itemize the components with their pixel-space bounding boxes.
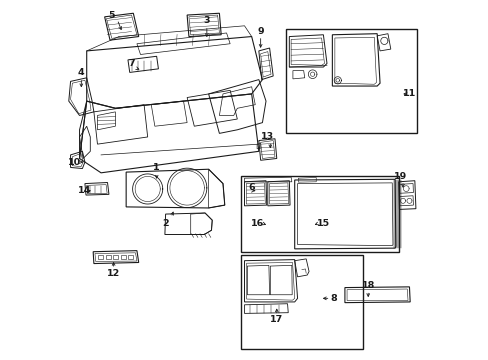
Text: 11: 11 (402, 89, 415, 98)
Polygon shape (126, 169, 224, 208)
Bar (113, 255, 118, 259)
Text: 17: 17 (269, 315, 283, 324)
Text: 4: 4 (78, 68, 84, 77)
Text: 12: 12 (107, 269, 120, 278)
Text: 1: 1 (153, 163, 160, 172)
Text: 10: 10 (67, 158, 81, 167)
Text: 14: 14 (78, 186, 91, 195)
Text: 8: 8 (330, 294, 337, 303)
Bar (98, 255, 103, 259)
Text: 16: 16 (250, 219, 263, 228)
Text: 19: 19 (393, 172, 407, 181)
Text: 18: 18 (361, 281, 374, 290)
Bar (128, 255, 133, 259)
Bar (241, 176, 398, 252)
Text: 9: 9 (257, 27, 264, 36)
Bar (121, 255, 125, 259)
Text: 7: 7 (128, 59, 135, 68)
Bar (241, 255, 362, 348)
Text: 3: 3 (203, 16, 210, 25)
Bar (105, 255, 110, 259)
Text: 5: 5 (108, 10, 115, 19)
Polygon shape (164, 213, 212, 234)
Text: 15: 15 (316, 219, 329, 228)
Bar (285, 30, 416, 134)
Text: 13: 13 (261, 132, 274, 141)
Text: 6: 6 (248, 183, 254, 192)
Text: 2: 2 (162, 219, 168, 228)
